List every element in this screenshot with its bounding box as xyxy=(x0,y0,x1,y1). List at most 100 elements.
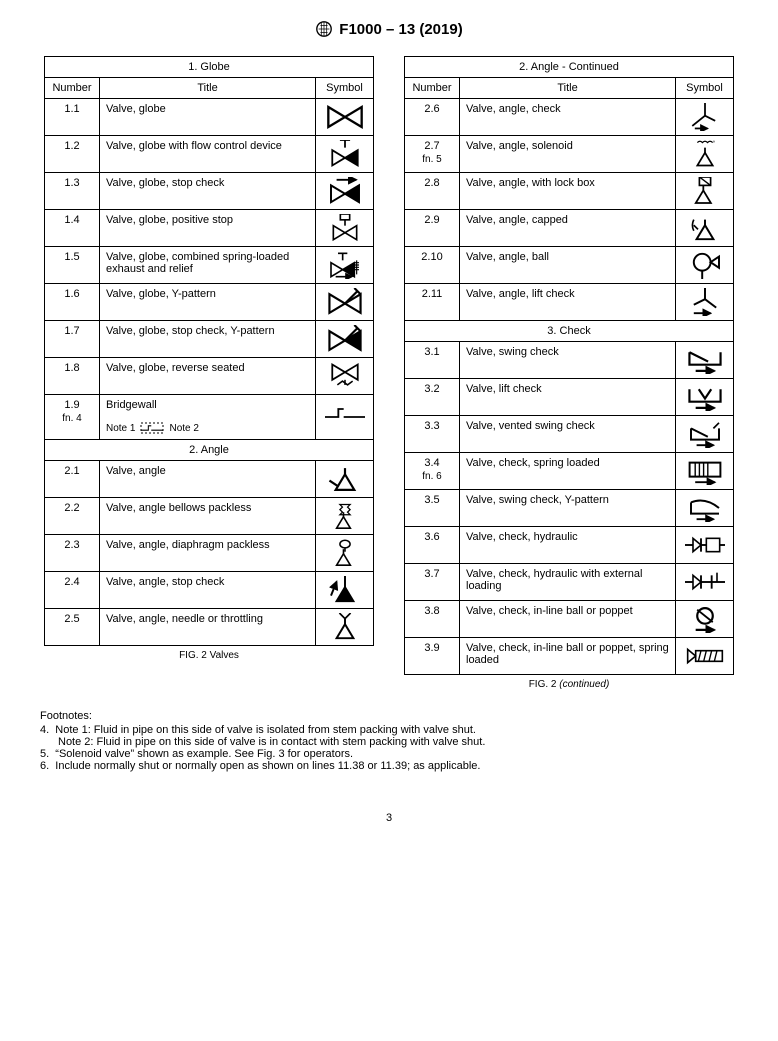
row-number: 1.8 xyxy=(45,358,100,395)
row-symbol xyxy=(676,527,734,564)
page-number: 3 xyxy=(40,812,738,824)
table-row: 1.6 Valve, globe, Y-pattern xyxy=(45,284,374,321)
doc-designation: F1000 – 13 (2019) xyxy=(339,21,462,38)
row-title: Valve, globe with flow control device xyxy=(100,136,316,173)
table-row: 2.9 Valve, angle, capped xyxy=(405,210,734,247)
row-title: Valve, angle bellows packless xyxy=(100,498,316,535)
row-title: Valve, angle, solenoid xyxy=(460,136,676,173)
row-title: Valve, check, in-line ball or poppet, sp… xyxy=(460,638,676,675)
row-number: 1.5 xyxy=(45,247,100,284)
footnote-item: 6. Include normally shut or normally ope… xyxy=(40,760,738,772)
table-row: 1.5 Valve, globe, combined spring-loaded… xyxy=(45,247,374,284)
row-number: 1.1 xyxy=(45,99,100,136)
row-title: Valve, angle, ball xyxy=(460,247,676,284)
table-row: 1.3 Valve, globe, stop check xyxy=(45,173,374,210)
row-number: 2.3 xyxy=(45,535,100,572)
right-column: 2. Angle - ContinuedNumberTitleSymbol 2.… xyxy=(404,56,734,690)
row-symbol xyxy=(316,461,374,498)
section-header: 2. Angle - Continued xyxy=(405,57,734,78)
row-symbol xyxy=(676,379,734,416)
row-title: Valve, angle, lift check xyxy=(460,284,676,321)
row-symbol xyxy=(316,498,374,535)
table-row: 2.3 Valve, angle, diaphragm packless xyxy=(45,535,374,572)
row-number: 3.8 xyxy=(405,601,460,638)
row-symbol xyxy=(316,247,374,284)
row-number: 3.5 xyxy=(405,490,460,527)
footnote-ref: fn. 4 xyxy=(51,413,93,424)
row-number: 3.7 xyxy=(405,564,460,601)
table-row: 1.7 Valve, globe, stop check, Y-pattern xyxy=(45,321,374,358)
row-title: Valve, lift check xyxy=(460,379,676,416)
doc-header: F1000 – 13 (2019) xyxy=(40,20,738,38)
table-row: 2.5 Valve, angle, needle or throttling xyxy=(45,609,374,646)
column-header: Number xyxy=(405,78,460,99)
table-row: 3.9 Valve, check, in-line ball or poppet… xyxy=(405,638,734,675)
table-row: 2.6 Valve, angle, check xyxy=(405,99,734,136)
row-number: 2.11 xyxy=(405,284,460,321)
row-title: Valve, globe, Y-pattern xyxy=(100,284,316,321)
valve-table-right: 2. Angle - ContinuedNumberTitleSymbol 2.… xyxy=(404,56,734,675)
section-header: 1. Globe xyxy=(45,57,374,78)
row-number: 1.6 xyxy=(45,284,100,321)
row-symbol xyxy=(676,564,734,601)
column-header: Title xyxy=(100,78,316,99)
fig-caption-left: FIG. 2 Valves xyxy=(44,650,374,661)
row-title: Valve, check, in-line ball or poppet xyxy=(460,601,676,638)
column-header: Symbol xyxy=(676,78,734,99)
row-title: Valve, globe xyxy=(100,99,316,136)
section-header: 3. Check xyxy=(405,321,734,342)
table-row: 3.8 Valve, check, in-line ball or poppet xyxy=(405,601,734,638)
table-row: 3.5 Valve, swing check, Y-pattern xyxy=(405,490,734,527)
row-title: Valve, angle, needle or throttling xyxy=(100,609,316,646)
row-number: 2.2 xyxy=(45,498,100,535)
table-row: 2.10 Valve, angle, ball xyxy=(405,247,734,284)
astm-logo-icon xyxy=(315,20,333,38)
row-number: 3.4fn. 6 xyxy=(405,453,460,490)
table-row: 2.11 Valve, angle, lift check xyxy=(405,284,734,321)
row-number: 1.2 xyxy=(45,136,100,173)
row-title: Valve, check, spring loaded xyxy=(460,453,676,490)
table-row: 2.2 Valve, angle bellows packless xyxy=(45,498,374,535)
row-title: Valve, angle, check xyxy=(460,99,676,136)
row-number: 2.8 xyxy=(405,173,460,210)
row-title: Valve, check, hydraulic with external lo… xyxy=(460,564,676,601)
row-title: Valve, globe, combined spring-loaded exh… xyxy=(100,247,316,284)
row-title: Valve, globe, stop check, Y-pattern xyxy=(100,321,316,358)
column-header: Title xyxy=(460,78,676,99)
row-symbol xyxy=(316,395,374,440)
row-number: 1.9fn. 4 xyxy=(45,395,100,440)
row-symbol xyxy=(316,609,374,646)
row-symbol xyxy=(676,136,734,173)
table-row: 2.7fn. 5 Valve, angle, solenoid xyxy=(405,136,734,173)
fig-caption-right: FIG. 2 (continued) xyxy=(404,679,734,690)
row-title: Valve, angle xyxy=(100,461,316,498)
row-title: Valve, angle, capped xyxy=(460,210,676,247)
table-row: 3.2 Valve, lift check xyxy=(405,379,734,416)
row-symbol xyxy=(316,210,374,247)
row-symbol xyxy=(316,284,374,321)
row-number: 1.3 xyxy=(45,173,100,210)
footnotes: Footnotes: 4. Note 1: Fluid in pipe on t… xyxy=(40,710,738,772)
row-symbol xyxy=(676,284,734,321)
table-row: 1.9fn. 4 Bridgewall Note 1 Note 2 xyxy=(45,395,374,440)
row-number: 3.2 xyxy=(405,379,460,416)
footnote-item-cont: Note 2: Fluid in pipe on this side of va… xyxy=(40,736,738,748)
row-title: Valve, vented swing check xyxy=(460,416,676,453)
row-number: 3.9 xyxy=(405,638,460,675)
row-symbol xyxy=(316,136,374,173)
footnotes-title: Footnotes: xyxy=(40,710,738,722)
row-symbol xyxy=(676,342,734,379)
row-symbol xyxy=(316,358,374,395)
row-symbol xyxy=(676,99,734,136)
row-title: Valve, angle, diaphragm packless xyxy=(100,535,316,572)
table-row: 1.2 Valve, globe with flow control devic… xyxy=(45,136,374,173)
footnote-item: 4. Note 1: Fluid in pipe on this side of… xyxy=(40,724,738,736)
row-symbol xyxy=(316,321,374,358)
column-header: Number xyxy=(45,78,100,99)
row-symbol xyxy=(316,173,374,210)
row-number: 2.10 xyxy=(405,247,460,284)
row-symbol xyxy=(676,453,734,490)
row-number: 3.3 xyxy=(405,416,460,453)
row-symbol xyxy=(676,601,734,638)
row-symbol xyxy=(316,535,374,572)
